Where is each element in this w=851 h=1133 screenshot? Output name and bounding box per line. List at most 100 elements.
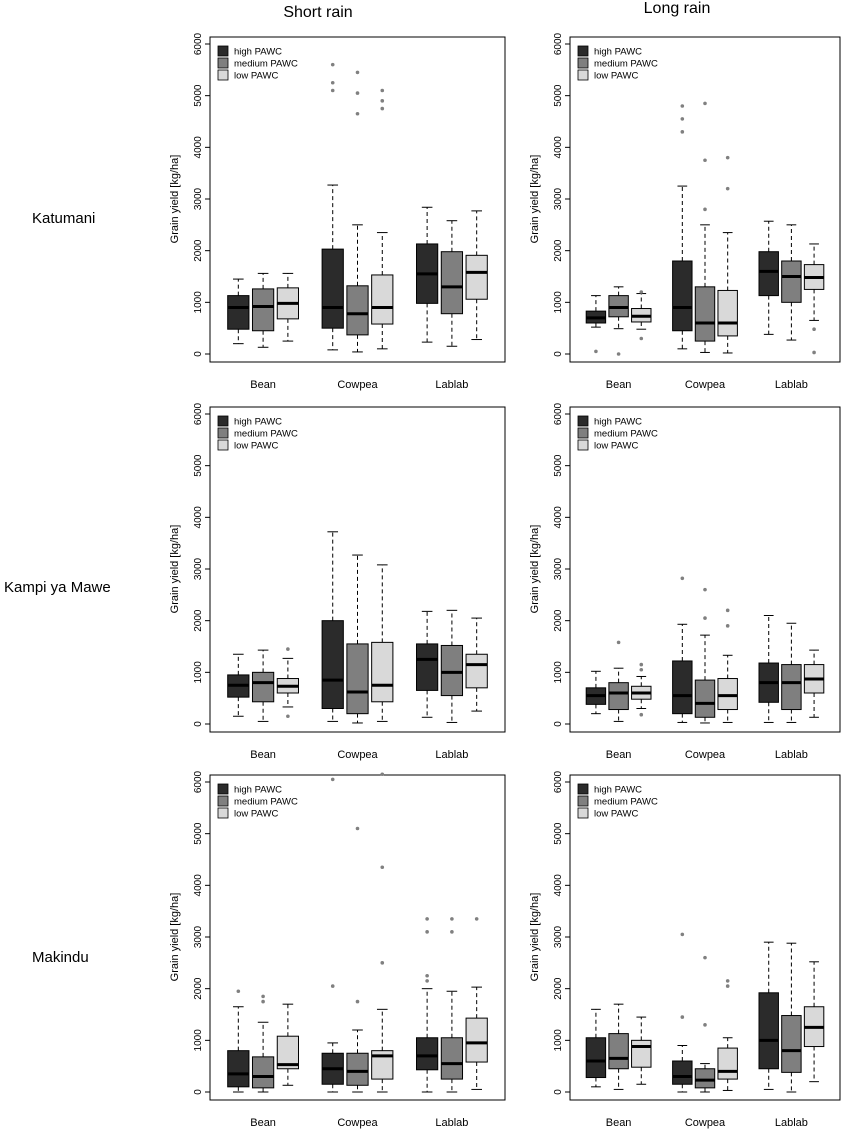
outlier-point — [812, 350, 816, 355]
y-tick-label: 1000 — [553, 291, 564, 314]
box-high-pawc-cowpea — [672, 576, 693, 723]
category-label-cowpea: Cowpea — [337, 749, 378, 761]
iqr-box — [465, 254, 488, 300]
y-tick-label: 5000 — [193, 84, 204, 107]
box-high-pawc-cowpea — [321, 777, 344, 1093]
y-tick-label: 0 — [553, 351, 564, 357]
legend-swatch-low-pawc — [577, 69, 589, 81]
outlier-point — [639, 667, 644, 672]
y-tick-label: 2000 — [553, 977, 564, 1000]
y-tick-label: 4000 — [193, 506, 204, 529]
box-medium-pawc-bean — [251, 994, 275, 1093]
outlier-point — [703, 616, 707, 620]
legend-label-medium-pawc: medium PAWC — [594, 59, 658, 70]
outlier-point — [355, 111, 360, 116]
y-axis-label: Grain yield [kg/ha] — [529, 155, 541, 244]
y-tick-label: 3000 — [553, 187, 564, 210]
y-axis-label: Grain yield [kg/ha] — [529, 893, 541, 982]
box-high-pawc-bean — [585, 670, 607, 715]
box-medium-pawc-cowpea — [694, 101, 716, 353]
box-low-pawc-lablab — [803, 961, 825, 1083]
y-tick-label: 4000 — [553, 874, 564, 897]
legend-swatch-low-pawc — [217, 439, 229, 451]
legend-swatch-low-pawc — [217, 69, 229, 81]
iqr-box — [672, 1060, 693, 1085]
box-low-pawc-cowpea — [717, 155, 738, 354]
iqr-box — [717, 1047, 738, 1080]
outlier-point — [261, 994, 265, 999]
outlier-point — [450, 930, 454, 934]
box-high-pawc-bean — [227, 989, 250, 1093]
box-high-pawc-lablab — [416, 206, 439, 343]
box-high-pawc-cowpea — [672, 104, 693, 350]
outlier-point — [616, 352, 621, 356]
box-medium-pawc-lablab — [440, 220, 464, 347]
legend-label-high-pawc: high PAWC — [234, 785, 282, 796]
y-tick-label: 1000 — [553, 1029, 564, 1052]
box-low-pawc-bean — [276, 647, 299, 719]
box-high-pawc-bean — [585, 295, 607, 354]
legend-swatch-low-pawc — [577, 807, 589, 819]
category-label-lablab: Lablab — [775, 1117, 808, 1129]
legend-label-high-pawc: high PAWC — [234, 47, 282, 58]
legend-label-medium-pawc: medium PAWC — [594, 797, 658, 808]
outlier-point — [680, 104, 685, 108]
box-medium-pawc-cowpea — [346, 70, 369, 353]
legend-label-high-pawc: high PAWC — [234, 417, 282, 428]
y-tick-label: 3000 — [193, 187, 204, 210]
outlier-point — [680, 576, 685, 581]
column-title-short-rain: Short rain — [283, 4, 353, 21]
outlier-point — [425, 917, 429, 921]
y-tick-label: 5000 — [553, 454, 564, 477]
legend-label-low-pawc: low PAWC — [594, 71, 638, 82]
legend-swatch-medium-pawc — [577, 57, 589, 69]
box-low-pawc-lablab — [465, 210, 488, 341]
y-tick-label: 0 — [553, 721, 564, 727]
box-medium-pawc-bean — [251, 272, 275, 348]
outlier-point — [380, 99, 385, 103]
legend-swatch-medium-pawc — [577, 795, 589, 807]
legend-label-high-pawc: high PAWC — [594, 785, 642, 796]
y-tick-label: 5000 — [193, 454, 204, 477]
row-label-kampi-ya-mawe: Kampi ya Mawe — [4, 579, 111, 596]
legend-swatch-high-pawc — [217, 415, 229, 427]
y-tick-label: 4000 — [193, 136, 204, 159]
box-low-pawc-cowpea — [717, 608, 738, 723]
iqr-box — [251, 288, 275, 332]
box-medium-pawc-lablab — [440, 609, 464, 723]
iqr-box — [694, 286, 716, 342]
outlier-point — [703, 101, 707, 106]
iqr-box — [781, 1015, 802, 1073]
y-tick-label: 4000 — [553, 506, 564, 529]
y-tick-label: 5000 — [553, 84, 564, 107]
iqr-box — [321, 248, 344, 329]
outlier-point — [330, 80, 335, 85]
outlier-point — [380, 88, 385, 93]
legend-swatch-medium-pawc — [217, 427, 229, 439]
iqr-box — [251, 671, 275, 703]
legend-swatch-low-pawc — [577, 439, 589, 451]
legend-label-low-pawc: low PAWC — [234, 809, 278, 820]
iqr-box — [694, 679, 716, 718]
y-tick-label: 1000 — [193, 291, 204, 314]
iqr-box — [672, 260, 693, 332]
y-tick-label: 2000 — [193, 239, 204, 262]
outlier-point — [703, 158, 707, 163]
iqr-box — [346, 643, 369, 715]
y-tick-label: 6000 — [553, 32, 564, 55]
category-label-bean: Bean — [606, 379, 632, 391]
iqr-box — [440, 644, 464, 697]
box-medium-pawc-bean — [608, 286, 629, 356]
box-low-pawc-bean — [631, 290, 652, 341]
row-label-katumani: Katumani — [32, 210, 96, 227]
y-axis-label: Grain yield [kg/ha] — [169, 893, 181, 982]
y-tick-label: 4000 — [193, 874, 204, 897]
chart-panel-katumani-short-rain: 0 1000 2000 3000 4000 5000 6000 Grain yield [kg… — [169, 32, 506, 391]
outlier-point — [355, 70, 360, 75]
outlier-point — [380, 865, 385, 870]
outlier-point — [261, 999, 265, 1004]
category-label-cowpea: Cowpea — [685, 379, 726, 391]
outlier-point — [425, 979, 429, 983]
box-high-pawc-lablab — [758, 941, 779, 1090]
iqr-box — [251, 1056, 275, 1089]
